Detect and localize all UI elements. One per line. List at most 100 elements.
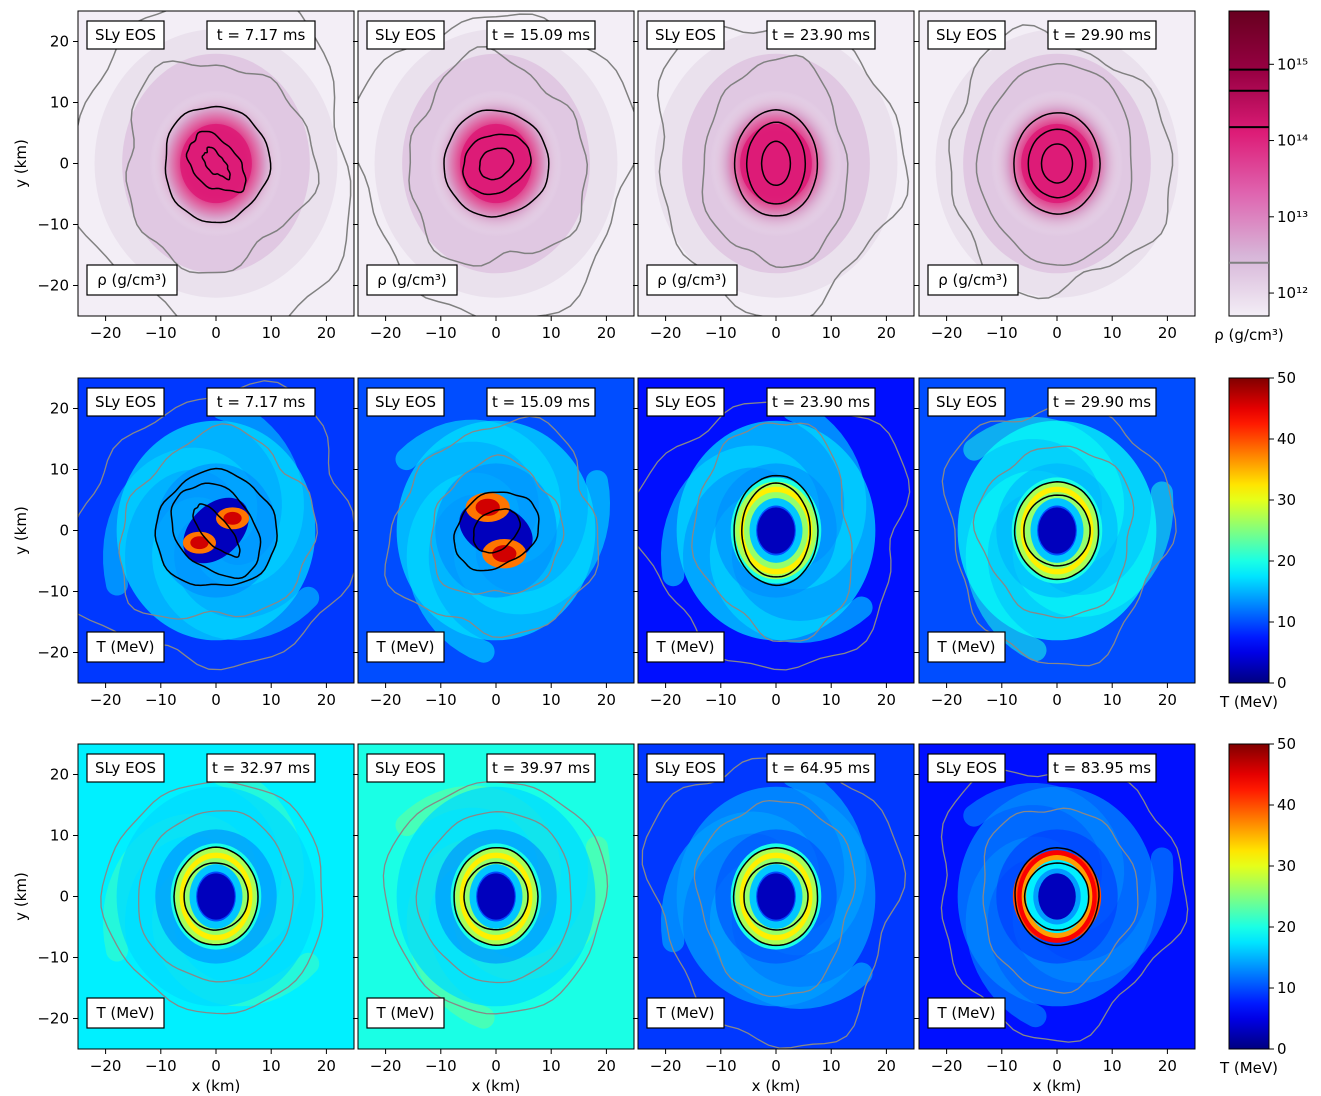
density-contour-outer [125,60,320,274]
x-tick-label: 0 [491,324,501,342]
y-tick-label: −10 [37,583,69,601]
colorbar-tick-label: 10¹³ [1277,208,1308,226]
field-label-box [646,631,725,663]
density-contour [972,445,1135,619]
y-tick-label: 20 [50,766,69,784]
y-axis-label: y (km) [12,139,30,188]
panel-1-1 [358,378,634,683]
time-label-box [766,387,876,417]
x-tick-label: −20 [370,324,402,342]
density-center [740,123,812,204]
x-tick-label: −10 [145,691,177,709]
density-contour [982,807,1139,994]
field-label-box [86,997,165,1029]
x-tick-label: 20 [877,1057,896,1075]
field-label-box [366,997,445,1029]
time-label: t = 7.17 ms [217,393,306,411]
density-contour [741,482,811,578]
x-tick-label: 20 [1158,1057,1177,1075]
x-tick-label: −10 [145,324,177,342]
time-label-box [1047,753,1157,783]
x-tick-label: −10 [425,1057,457,1075]
field-label: ρ (g/cm³) [377,271,446,289]
density-contour [453,491,540,572]
density-contour [100,780,324,1015]
field-label: T (MeV) [936,1004,995,1022]
density-contour [382,781,609,1015]
x-tick-label: 10 [822,1057,841,1075]
density-center [1021,123,1093,204]
x-tick-label: −20 [931,1057,963,1075]
y-tick-label: 20 [50,33,69,51]
time-label: t = 29.90 ms [1053,393,1151,411]
eos-label-box [927,20,1006,50]
x-tick-label: −20 [650,691,682,709]
y-tick-label: 10 [50,94,69,112]
y-tick-label: 0 [59,155,69,173]
x-tick-label: −10 [425,691,457,709]
eos-label: SLy EOS [936,759,997,777]
density-contour [170,482,262,580]
field-label: T (MeV) [95,638,154,656]
x-tick-label: −20 [931,691,963,709]
field-label: T (MeV) [95,1004,154,1022]
x-tick-label: −20 [370,691,402,709]
density-contour [733,109,819,217]
field-label: T (MeV) [655,1004,714,1022]
panel-0-2 [638,11,914,316]
x-tick-label: 10 [822,691,841,709]
eos-label-box [366,753,445,783]
time-label-box [486,753,596,783]
x-tick-label: 20 [597,691,616,709]
density-contour [430,454,565,595]
x-tick-label: 20 [877,691,896,709]
hot-spot [223,511,242,525]
x-tick-label: 0 [491,1057,501,1075]
field-label-box [927,997,1006,1029]
eos-label-box [646,20,725,50]
eos-label: SLy EOS [375,393,436,411]
x-tick-label: 10 [1103,691,1122,709]
x-tick-label: 0 [1052,1057,1062,1075]
density-center [180,123,252,204]
field-label: T (MeV) [375,1004,434,1022]
panel-0-0 [78,11,354,316]
cold-core [197,873,235,920]
time-label-box [486,20,596,50]
eos-label: SLy EOS [95,759,156,777]
colorbar-tick-label: 20 [1277,552,1296,570]
time-label: t = 83.95 ms [1053,759,1151,777]
density-contour [733,474,819,587]
y-axis-label: y (km) [12,872,30,921]
x-tick-label: −20 [370,1057,402,1075]
colorbar-tick-label: 10¹⁴ [1277,132,1308,150]
x-tick-label: 0 [771,324,781,342]
density-contour [1023,494,1091,567]
time-label: t = 23.90 ms [772,393,870,411]
x-tick-label: −10 [425,324,457,342]
cold-core [1038,873,1076,920]
density-contour [164,105,272,224]
hot-spot [492,545,517,563]
time-label-box [766,753,876,783]
eos-label-box [927,387,1006,417]
field-label-box [646,997,725,1029]
y-tick-label: −20 [37,277,69,295]
density-contour [1023,862,1090,931]
density-contour-outer [78,11,352,316]
density-contour [693,799,856,998]
x-tick-label: −20 [90,1057,122,1075]
colorbar-tick-label: 50 [1277,369,1296,387]
colorbar-tick-label: 30 [1277,491,1296,509]
x-tick-label: −20 [90,691,122,709]
x-tick-label: 10 [822,324,841,342]
y-tick-label: 0 [59,522,69,540]
x-tick-label: 10 [1103,1057,1122,1075]
panel-2-3 [919,744,1195,1049]
x-tick-label: 20 [317,324,336,342]
eos-label: SLy EOS [95,393,156,411]
y-tick-label: −10 [37,216,69,234]
x-tick-label: 10 [542,324,561,342]
density-contour-outer [975,62,1133,267]
